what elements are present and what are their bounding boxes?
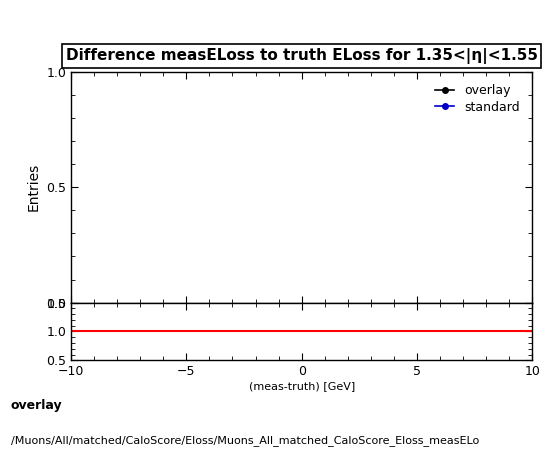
Y-axis label: Entries: Entries [27, 163, 40, 211]
Text: overlay: overlay [11, 399, 63, 412]
Text: /Muons/All/matched/CaloScore/Eloss/Muons_All_matched_CaloScore_Eloss_measELo: /Muons/All/matched/CaloScore/Eloss/Muons… [11, 436, 479, 446]
Legend: overlay, standard: overlay, standard [429, 78, 526, 120]
X-axis label: (meas-truth) [GeV]: (meas-truth) [GeV] [248, 381, 355, 391]
Text: Difference measELoss to truth ELoss for 1.35<|η|<1.55: Difference measELoss to truth ELoss for … [66, 48, 538, 64]
